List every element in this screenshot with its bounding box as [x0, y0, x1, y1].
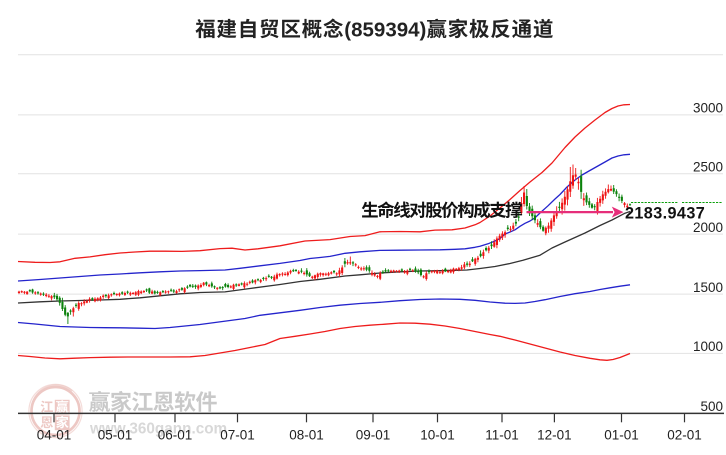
svg-text:05-01: 05-01	[98, 428, 133, 443]
svg-text:01-01: 01-01	[604, 428, 639, 443]
svg-text:(859394): (859394)	[344, 18, 426, 41]
svg-text:06-01: 06-01	[158, 428, 193, 443]
svg-text:07-01: 07-01	[220, 428, 255, 443]
svg-text:12-01: 12-01	[537, 428, 572, 443]
svg-text:2000: 2000	[693, 220, 723, 235]
svg-text:04-01: 04-01	[37, 428, 72, 443]
svg-text:1500: 1500	[693, 280, 723, 295]
svg-text:09-01: 09-01	[356, 428, 391, 443]
svg-text:11-01: 11-01	[485, 428, 519, 443]
svg-text:2500: 2500	[693, 160, 723, 175]
svg-text:08-01: 08-01	[289, 428, 324, 443]
svg-text:2183.9437: 2183.9437	[625, 205, 705, 223]
svg-text:1000: 1000	[693, 339, 723, 354]
svg-text:3000: 3000	[693, 101, 723, 116]
svg-text:02-01: 02-01	[667, 428, 702, 443]
svg-text:500: 500	[700, 399, 723, 414]
svg-text:10-01: 10-01	[420, 428, 455, 443]
svg-text:www.360gann.com: www.360gann.com	[89, 421, 227, 438]
